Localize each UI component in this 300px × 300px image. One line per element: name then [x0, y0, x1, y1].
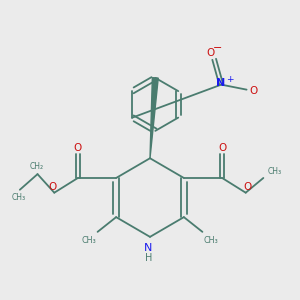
Text: N: N [216, 79, 225, 88]
Text: O: O [243, 182, 251, 192]
Text: O: O [74, 143, 82, 153]
Text: CH₃: CH₃ [11, 193, 26, 202]
Text: O: O [206, 48, 215, 58]
Text: O: O [249, 86, 257, 96]
Text: O: O [49, 182, 57, 192]
Text: O: O [218, 143, 226, 153]
Text: N: N [144, 243, 153, 253]
Text: −: − [212, 43, 222, 53]
Text: CH₃: CH₃ [82, 236, 97, 244]
Polygon shape [150, 78, 158, 158]
Text: CH₂: CH₂ [30, 162, 44, 171]
Text: CH₃: CH₃ [203, 236, 218, 244]
Text: CH₃: CH₃ [268, 167, 282, 176]
Text: +: + [226, 75, 233, 84]
Text: H: H [145, 253, 152, 263]
